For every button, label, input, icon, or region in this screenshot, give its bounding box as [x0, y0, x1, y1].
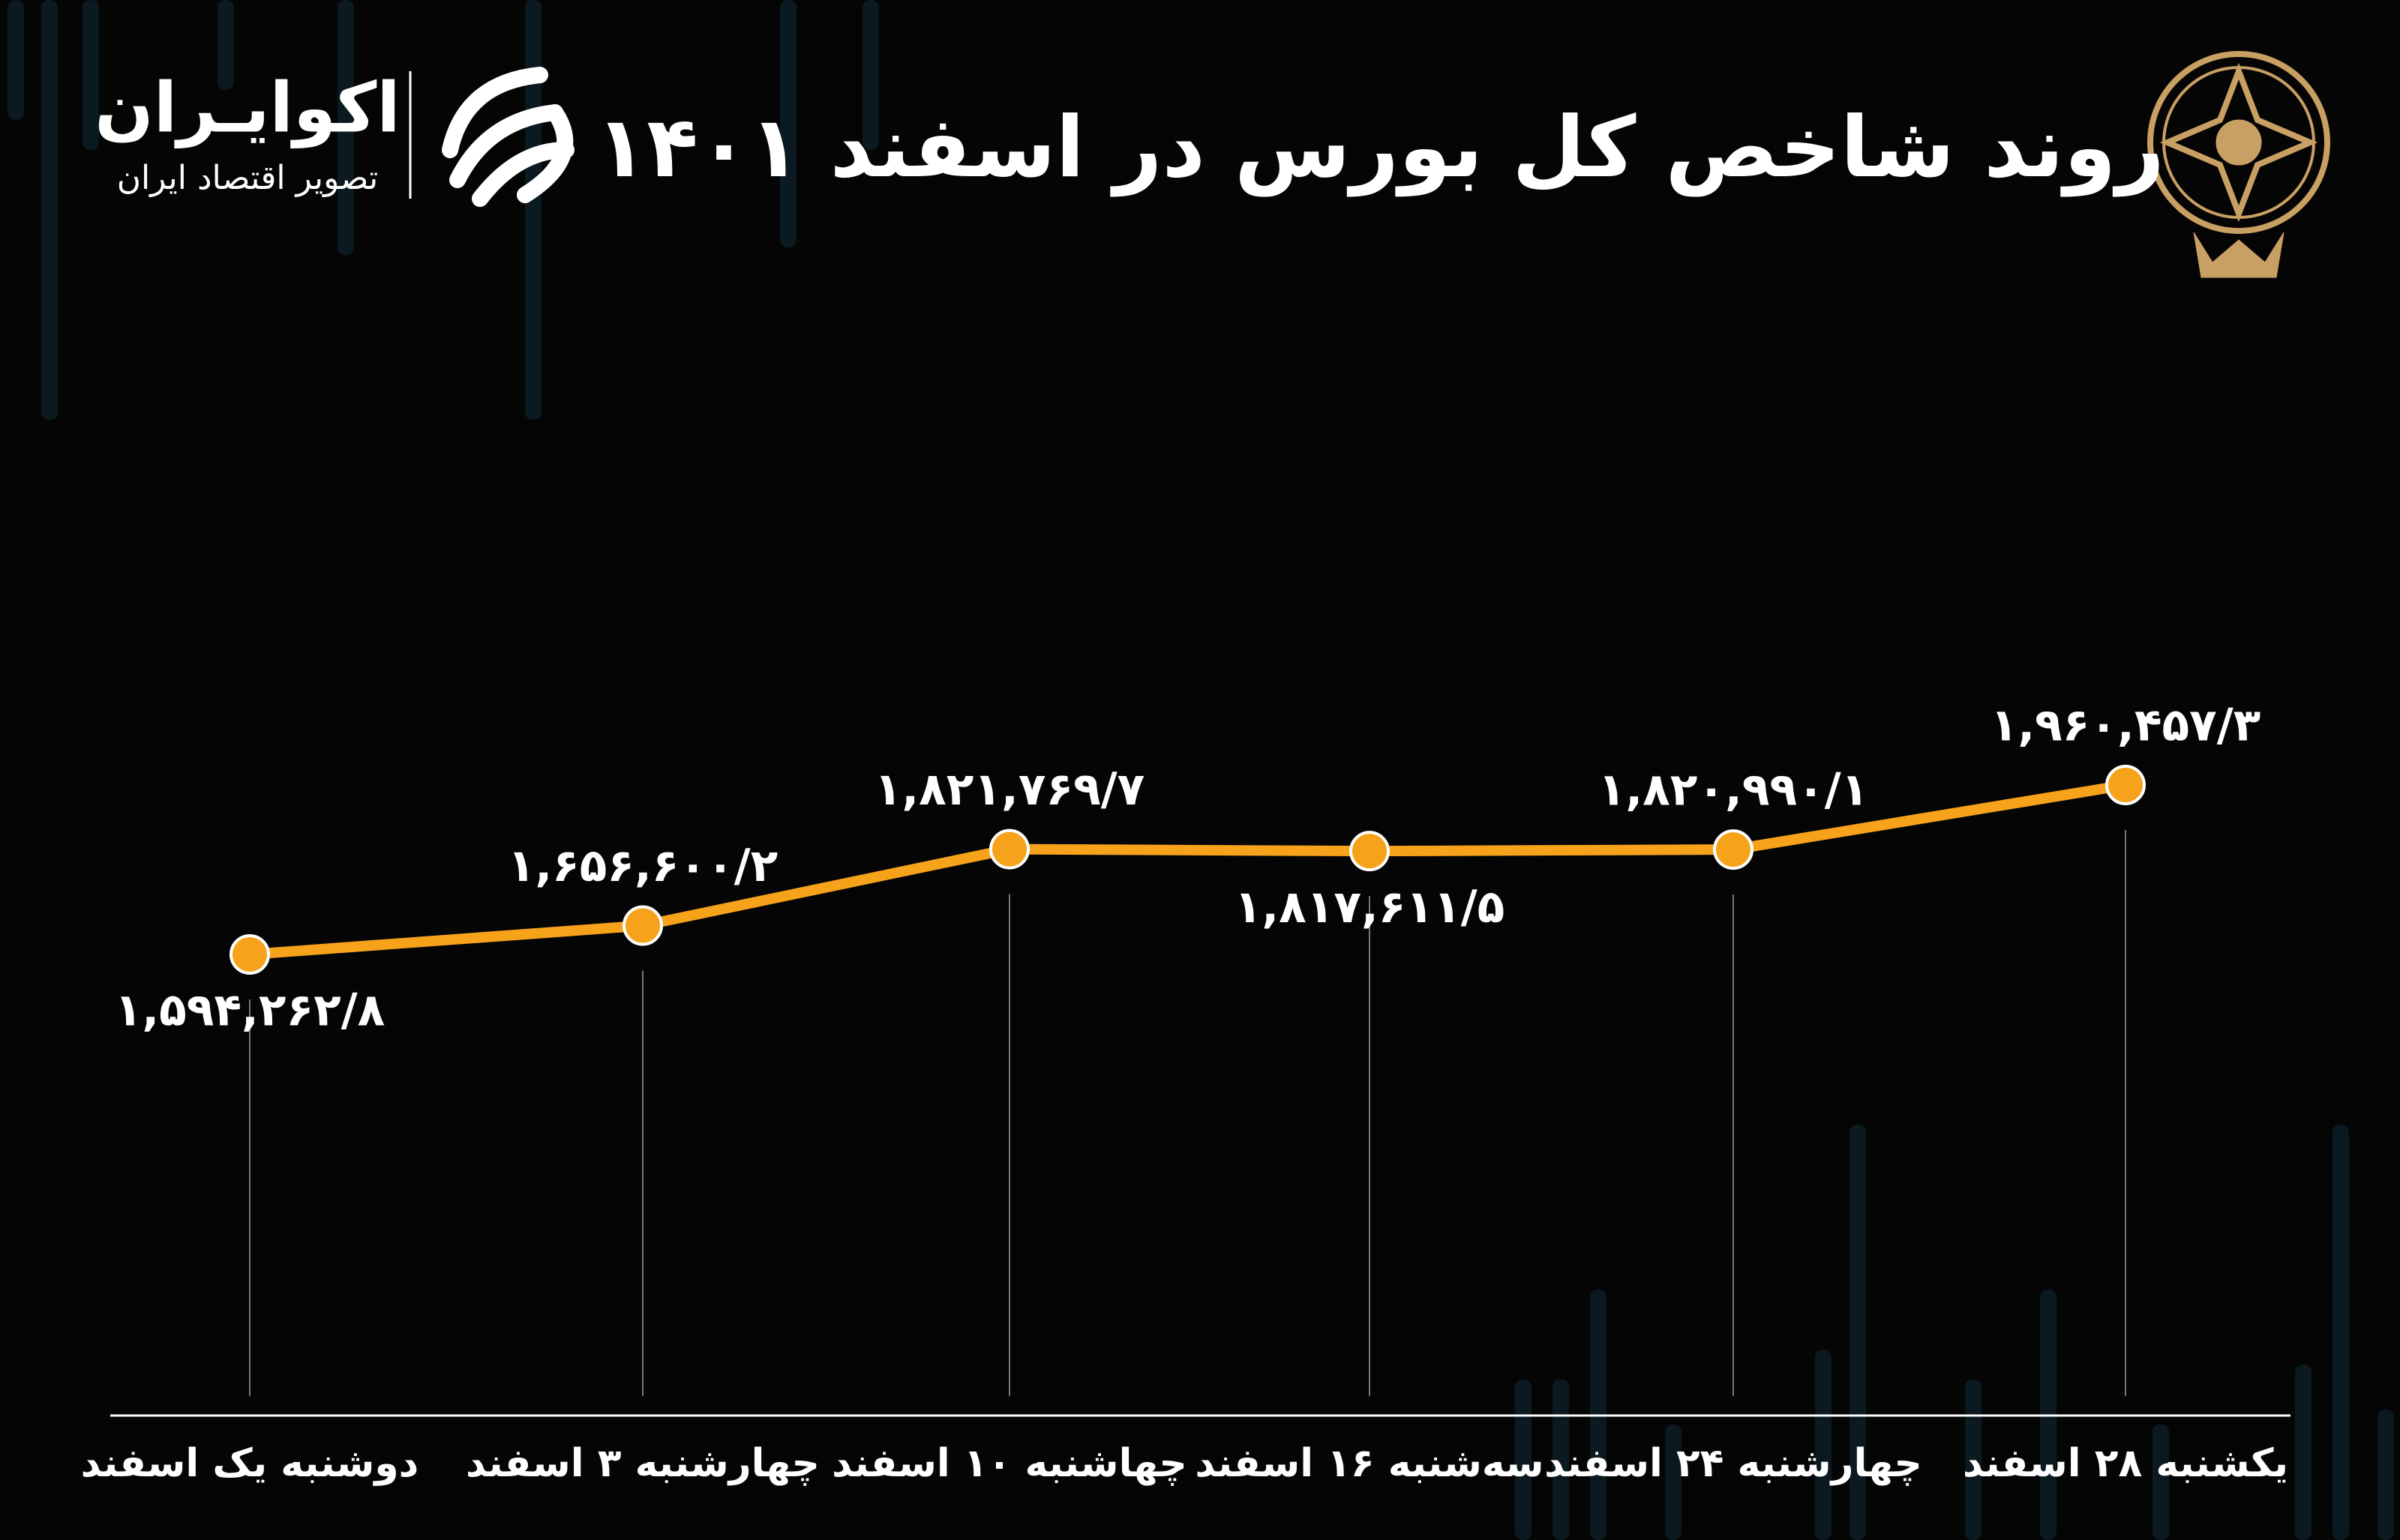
- value-label: ۱,۹۶۰,۴۵۷/۳: [1990, 700, 2260, 752]
- value-label: ۱,۸۲۱,۷۶۹/۷: [874, 763, 1144, 816]
- data-point: [1713, 829, 1754, 870]
- chart-title: روند شاخص کل بورس در اسفند ۱۴۰۱: [596, 99, 2164, 197]
- value-label: ۱,۸۲۰,۹۹۰/۱: [1598, 764, 1868, 816]
- logo-mark: [442, 67, 574, 207]
- logo-name: اکوایـران: [94, 67, 400, 148]
- emblem: [2147, 51, 2330, 278]
- x-tick-label: دوشنبه یک اسفند: [81, 1441, 419, 1486]
- data-point: [2105, 765, 2146, 805]
- logo: اکوایـران تصویر اقتصاد ایران: [94, 67, 574, 207]
- decorative-bars: [8, 0, 2394, 1540]
- x-tick-label: سه‌شنبه ۱۶ اسفند: [1195, 1441, 1544, 1486]
- data-line: [249, 780, 2127, 960]
- data-point: [622, 905, 663, 946]
- value-label: ۱,۵۹۴,۲۶۲/۸: [115, 984, 385, 1037]
- value-label: ۱,۸۱۷,۶۱۱/۵: [1234, 881, 1504, 933]
- x-tick-label: چهاشنبه ۱۰ اسفند: [832, 1441, 1187, 1486]
- x-tick-label: چهارشنبه ۲۴ اسفند: [1544, 1441, 1922, 1486]
- data-point: [230, 934, 270, 975]
- x-tick-label: یکشنبه ۲۸ اسفند: [1963, 1441, 2288, 1486]
- data-point: [989, 828, 1030, 870]
- value-label: ۱,۶۵۶,۶۰۰/۲: [508, 840, 778, 892]
- data-point: [1349, 831, 1390, 872]
- logo-tagline: تصویر اقتصاد ایران: [117, 159, 379, 197]
- x-tick-label: چهارشنبه ۳ اسفند: [466, 1441, 820, 1486]
